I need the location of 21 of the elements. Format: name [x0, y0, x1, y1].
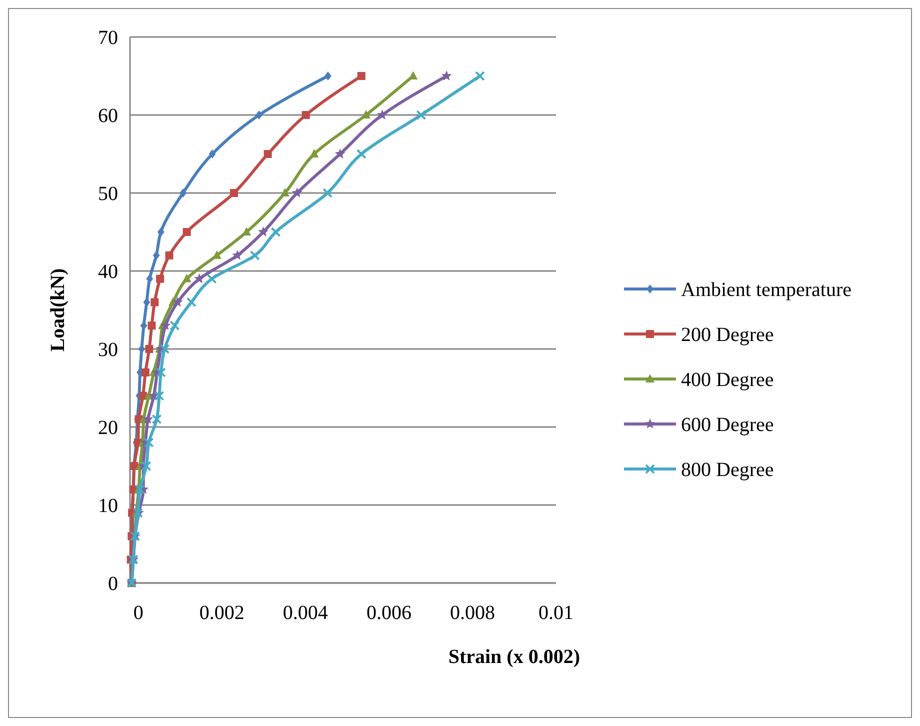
x-axis-title: Strain (x 0.002) — [448, 646, 580, 668]
x-tick-label: 0 — [133, 602, 144, 624]
legend-label: 800 Degree — [681, 459, 774, 481]
y-tick-label: 70 — [98, 27, 118, 49]
x-tick-label: 0.008 — [450, 602, 495, 624]
y-tick-label: 60 — [98, 105, 118, 127]
y-tick-label: 0 — [108, 573, 118, 595]
legend-label: Ambient temperature — [681, 279, 852, 301]
y-axis-title: Load(kN) — [47, 268, 69, 352]
x-tick-label: 0.004 — [282, 602, 328, 624]
x-tick-label: 0.002 — [199, 602, 244, 624]
x-tick-label: 0.01 — [538, 602, 574, 624]
legend-label: 400 Degree — [681, 369, 774, 391]
y-tick-label: 50 — [98, 183, 118, 205]
y-tick-label: 30 — [98, 339, 118, 361]
y-tick-label: 40 — [98, 261, 118, 283]
y-tick-label: 20 — [98, 417, 118, 439]
legend-label: 200 Degree — [681, 324, 774, 346]
legend-label: 600 Degree — [681, 414, 774, 436]
x-tick-label: 0.006 — [366, 602, 412, 624]
y-tick-label: 10 — [98, 495, 118, 517]
